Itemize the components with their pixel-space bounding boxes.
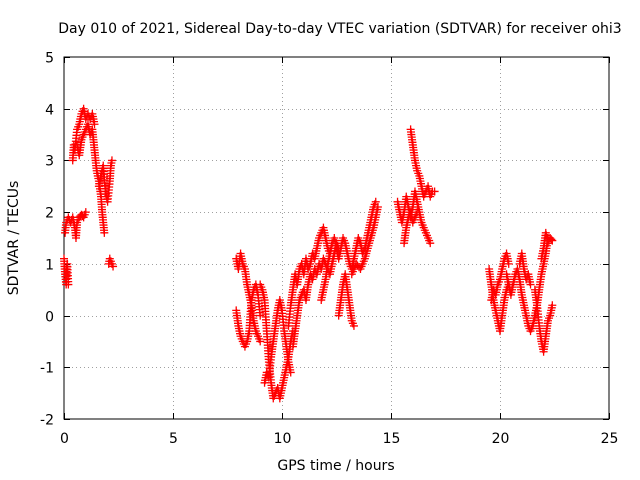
data-point	[548, 236, 557, 245]
y-tick-label: 0	[45, 310, 54, 326]
y-tick-label: 3	[45, 154, 54, 170]
data-point	[100, 228, 109, 237]
data-point	[526, 280, 535, 289]
y-tick-label: 5	[45, 51, 54, 67]
x-tick-label: 15	[383, 431, 401, 447]
plot-frame	[63, 56, 610, 420]
data-point	[107, 156, 116, 165]
y-tick-label: -2	[40, 413, 54, 429]
data-point	[286, 368, 295, 377]
y-tick-label: 2	[45, 206, 54, 222]
chart-title: Day 010 of 2021, Sidereal Day-to-day VTE…	[58, 21, 621, 37]
x-tick-label: 5	[169, 431, 178, 447]
data-point	[547, 235, 556, 244]
data-point	[64, 280, 73, 289]
data-point	[504, 259, 513, 268]
x-tick-label: 10	[274, 431, 292, 447]
data-points	[60, 104, 557, 403]
x-axis-label: GPS time / hours	[277, 458, 394, 474]
data-point	[349, 321, 358, 330]
y-tick-label: 1	[45, 258, 54, 274]
data-point	[81, 208, 90, 217]
data-point	[373, 202, 382, 211]
data-point	[426, 239, 435, 248]
x-tick-label: 20	[492, 431, 510, 447]
x-tick-label: 0	[60, 431, 69, 447]
data-point	[371, 197, 380, 206]
y-tick-labels: -2 -1 0 1 2 3 4 5	[40, 51, 54, 429]
y-tick-label: -1	[40, 361, 54, 377]
data-point	[430, 187, 439, 196]
x-tick-label: 25	[601, 431, 619, 447]
data-point	[256, 311, 265, 320]
x-tick-labels: 0 5 10 15 20 25	[60, 431, 618, 447]
data-point	[109, 262, 118, 271]
data-point	[548, 301, 557, 310]
grid-lines	[64, 57, 609, 419]
y-axis-label: SDTVAR / TECUs	[6, 181, 22, 296]
data-point	[256, 337, 265, 346]
data-point	[413, 208, 422, 217]
y-tick-label: 4	[45, 103, 54, 119]
